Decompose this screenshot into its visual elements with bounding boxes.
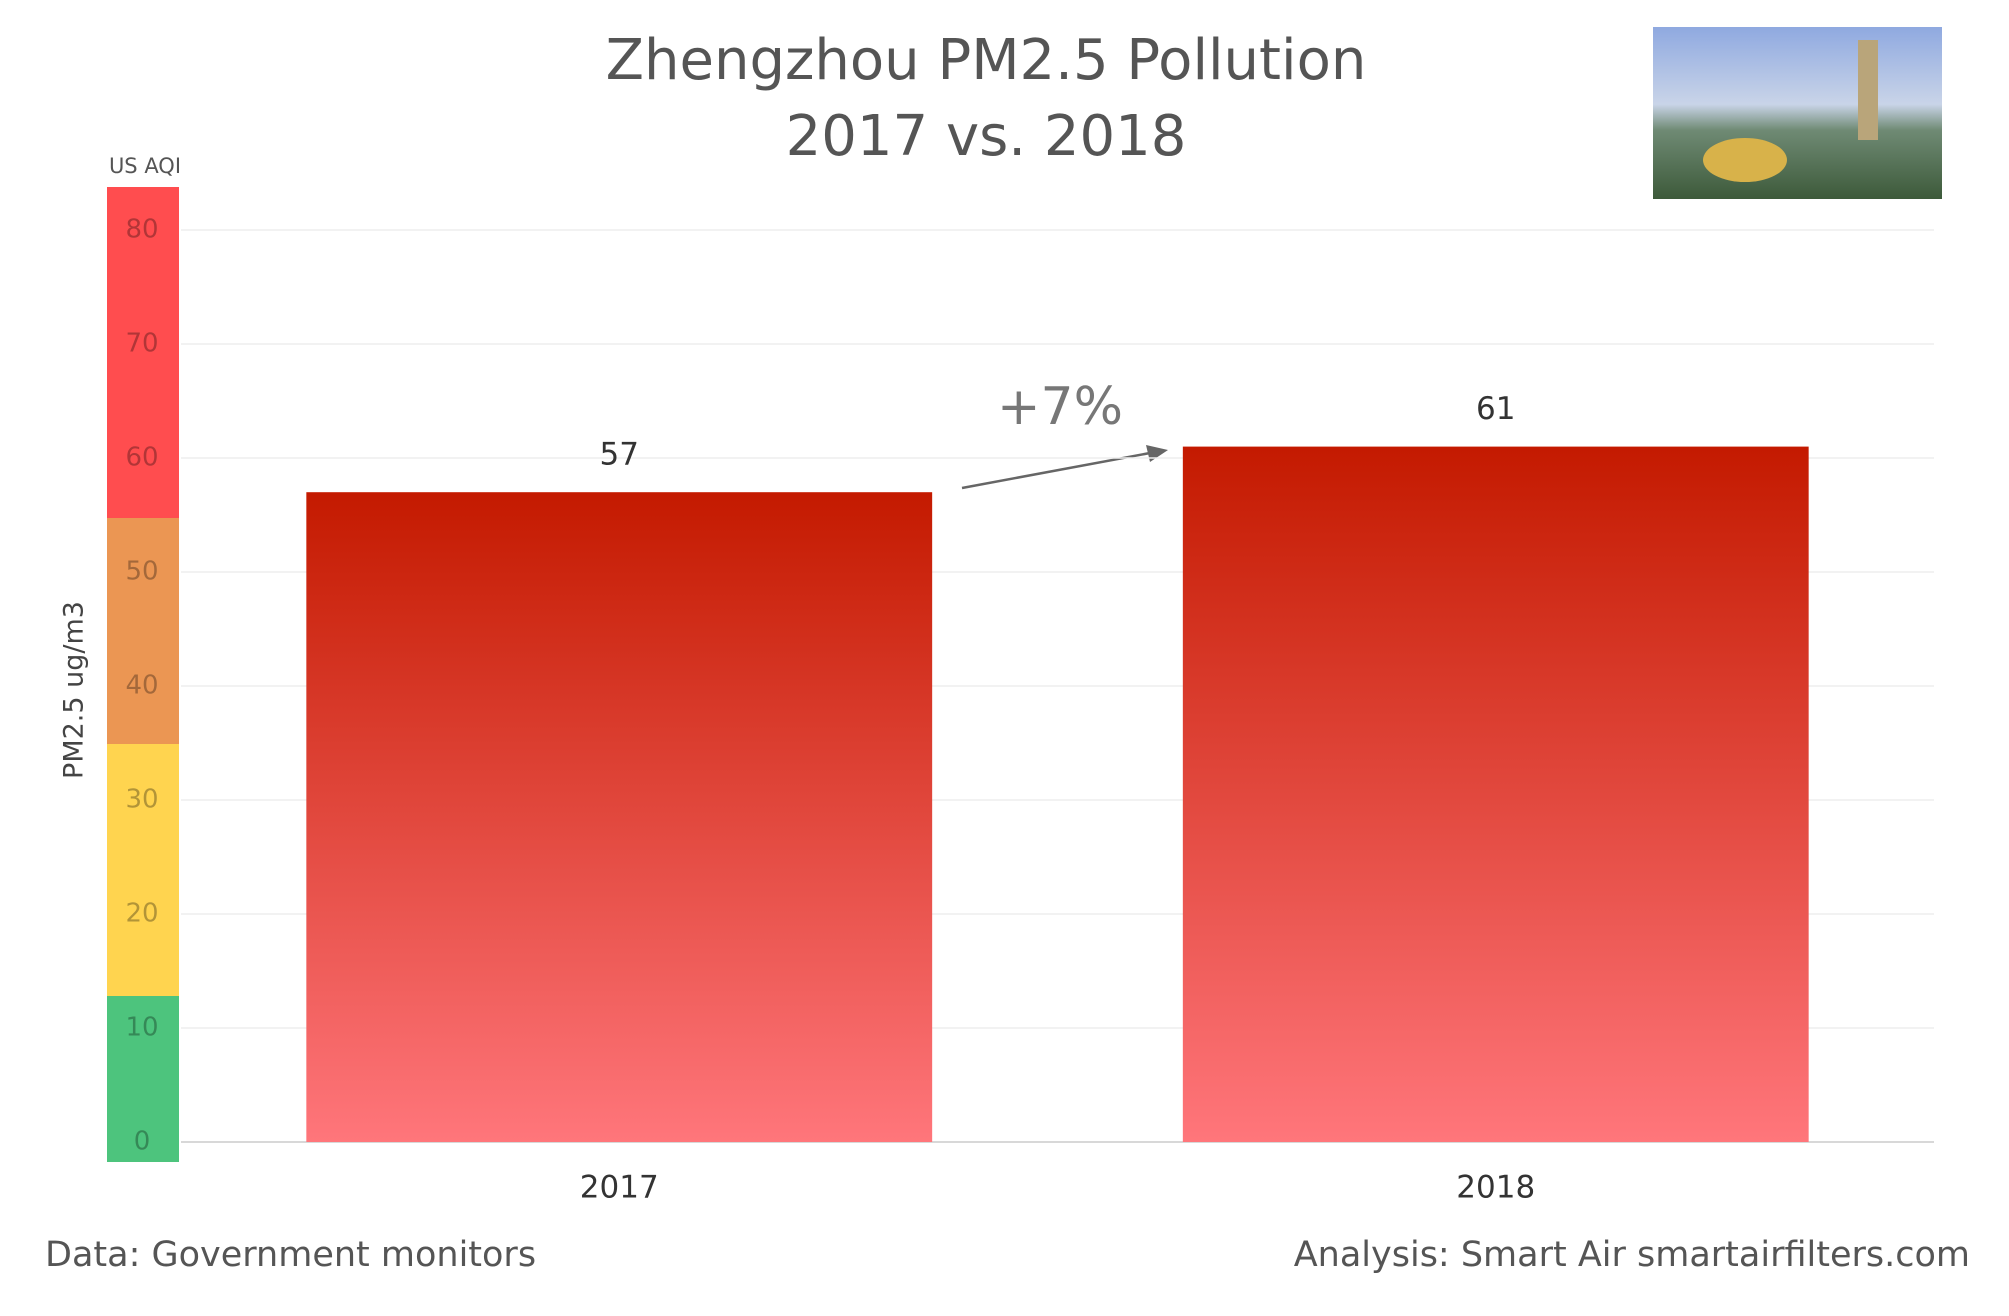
chart-subtitle: 2017 vs. 2018 xyxy=(786,104,1187,169)
photo-tower xyxy=(1858,40,1878,140)
y-tick-label: 70 xyxy=(125,329,158,359)
x-tick-label: 2017 xyxy=(580,1170,659,1206)
scale-label: US AQI xyxy=(109,154,181,178)
photo-dome xyxy=(1703,138,1787,182)
bar xyxy=(1182,446,1809,1143)
source-note: Data: Government monitors xyxy=(45,1235,536,1275)
y-axis-label: PM2.5 ug/m3 xyxy=(59,601,90,779)
aqi-green xyxy=(107,996,179,1162)
annotation: +7% xyxy=(997,377,1123,437)
y-tick-label: 50 xyxy=(125,557,158,587)
photo xyxy=(1653,27,1942,199)
value-label: 57 xyxy=(600,437,639,473)
photo-bg xyxy=(1653,27,1942,199)
aqi-red xyxy=(107,187,179,518)
y-tick-label: 80 xyxy=(125,215,158,245)
credit-note: Analysis: Smart Air smartairfilters.com xyxy=(1294,1235,1970,1275)
x-tick-label: 2018 xyxy=(1456,1170,1535,1206)
aqi-yellow xyxy=(107,744,179,996)
y-tick-label: 20 xyxy=(125,899,158,929)
aqi-band xyxy=(107,187,179,1162)
aqi-orange xyxy=(107,518,179,744)
value-label: 61 xyxy=(1476,391,1515,427)
y-tick-label: 10 xyxy=(125,1013,158,1043)
y-tick-label: 0 xyxy=(134,1127,151,1157)
bar xyxy=(306,492,933,1142)
y-tick-label: 30 xyxy=(125,785,158,815)
arrow-line xyxy=(961,451,1151,490)
y-tick-label: 60 xyxy=(125,443,158,473)
chart-title: Zhengzhou PM2.5 Pollution xyxy=(606,28,1367,93)
y-tick-label: 40 xyxy=(125,671,158,701)
